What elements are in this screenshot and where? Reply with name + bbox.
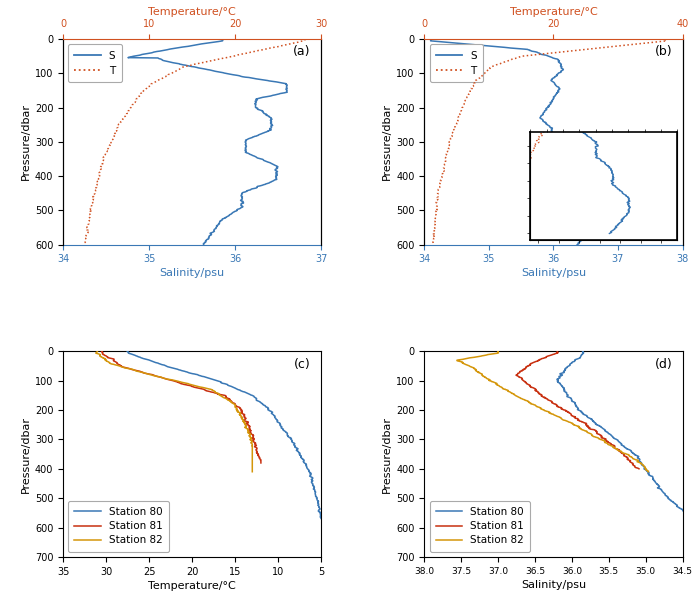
Station 80 <box>216 379 225 386</box>
Station 81 <box>553 348 561 355</box>
X-axis label: Salinity/psu: Salinity/psu <box>160 268 225 279</box>
Station 81 <box>173 378 181 385</box>
Station 81 <box>257 459 265 467</box>
X-axis label: Temperature/°C: Temperature/°C <box>510 7 597 17</box>
Text: (a): (a) <box>293 45 311 58</box>
Station 80 <box>325 553 333 560</box>
Station 81 <box>535 390 543 397</box>
Station 80 <box>284 432 292 439</box>
Station 81 <box>97 348 106 355</box>
X-axis label: Temperature/°C: Temperature/°C <box>148 581 236 591</box>
Y-axis label: Pressure/dbar: Pressure/dbar <box>382 104 392 181</box>
Station 82 <box>480 352 488 359</box>
Station 82 <box>248 439 256 446</box>
Legend: S, T: S, T <box>430 45 483 82</box>
Station 80 <box>316 513 325 520</box>
Station 80 <box>578 348 587 355</box>
Station 82 <box>225 397 234 405</box>
Station 80 <box>314 498 323 505</box>
Station 81 <box>243 420 251 427</box>
Text: (b): (b) <box>654 45 672 58</box>
Station 81 <box>244 419 252 426</box>
Station 82 <box>644 468 652 476</box>
X-axis label: Salinity/psu: Salinity/psu <box>521 580 586 590</box>
Y-axis label: Pressure/dbar: Pressure/dbar <box>382 415 392 492</box>
Station 82 <box>494 348 503 355</box>
Station 80 <box>687 513 696 520</box>
Y-axis label: Pressure/dbar: Pressure/dbar <box>20 415 31 492</box>
Station 80 <box>223 381 232 388</box>
Station 80 <box>608 432 616 439</box>
Station 82 <box>173 377 181 385</box>
Line: Station 82: Station 82 <box>96 352 252 472</box>
Y-axis label: Pressure/dbar: Pressure/dbar <box>20 104 31 181</box>
Station 81 <box>248 435 257 442</box>
Station 80 <box>554 379 563 386</box>
Station 82 <box>248 468 256 476</box>
Station 81 <box>102 352 110 359</box>
Station 80 <box>123 348 132 355</box>
Line: Station 82: Station 82 <box>457 352 648 472</box>
Station 81 <box>120 364 129 371</box>
Station 80 <box>668 498 677 505</box>
Station 81 <box>598 434 606 441</box>
Legend: S, T: S, T <box>68 45 122 82</box>
Station 81 <box>522 363 531 370</box>
Station 81 <box>635 465 643 473</box>
Line: Station 81: Station 81 <box>516 352 639 469</box>
Station 81 <box>561 407 570 414</box>
Station 82 <box>491 380 500 388</box>
Station 82 <box>601 439 609 446</box>
X-axis label: Salinity/psu: Salinity/psu <box>521 268 586 279</box>
Station 82 <box>486 377 495 385</box>
Station 82 <box>486 377 494 384</box>
Line: Station 80: Station 80 <box>127 352 330 557</box>
Legend: Station 80, Station 81, Station 82: Station 80, Station 81, Station 82 <box>430 501 530 551</box>
Station 80 <box>319 524 328 531</box>
Legend: Station 80, Station 81, Station 82: Station 80, Station 81, Station 82 <box>68 501 169 551</box>
Line: Station 81: Station 81 <box>102 352 261 463</box>
Text: (d): (d) <box>654 358 672 371</box>
Station 82 <box>523 397 531 405</box>
Station 81 <box>582 423 591 430</box>
Station 82 <box>96 352 104 359</box>
X-axis label: Temperature/°C: Temperature/°C <box>148 7 236 17</box>
Line: Station 80: Station 80 <box>557 352 700 557</box>
Station 82 <box>172 377 181 384</box>
Station 82 <box>93 348 102 355</box>
Station 82 <box>184 380 192 388</box>
Text: (c): (c) <box>294 358 311 371</box>
Station 80 <box>556 381 565 388</box>
Station 81 <box>568 412 576 419</box>
